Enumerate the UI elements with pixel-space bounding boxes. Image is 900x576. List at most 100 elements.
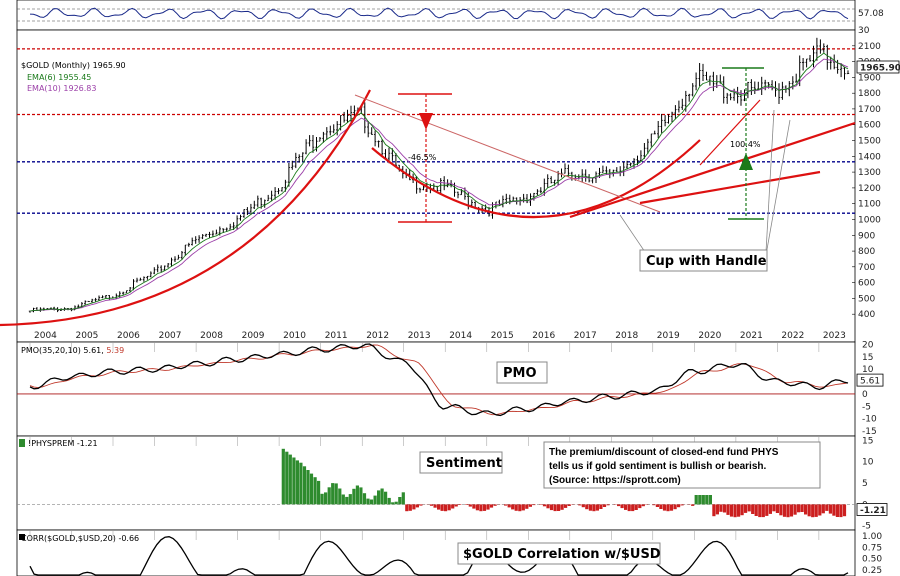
- sentiment-note-line2: tells us if gold sentiment is bullish or…: [549, 461, 766, 472]
- annotation-decline: -46.5%: [408, 153, 437, 162]
- price-y-tick: 1700: [858, 105, 881, 115]
- price-y-tick: 1300: [858, 168, 881, 178]
- sentiment-bar: [842, 504, 847, 517]
- pmo-y-tick: -15: [862, 427, 877, 437]
- ema6-legend: EMA(6) 1955.45: [27, 73, 91, 82]
- sentiment-bar: [384, 491, 388, 505]
- sentiment-bar: [377, 490, 381, 505]
- pmo-y-tick: -5: [862, 402, 871, 412]
- corr-title: CORR($GOLD,$USD,20) -0.66: [21, 534, 139, 543]
- sentiment-bar: [677, 504, 681, 508]
- sentiment-bar: [366, 498, 370, 505]
- sentiment-bar: [317, 480, 321, 505]
- price-y-tick: 1000: [858, 216, 881, 226]
- sentiment-bar: [493, 504, 497, 506]
- rsi-line: [29, 7, 849, 20]
- sentiment-bar: [507, 504, 511, 508]
- price-y-tick: 1100: [858, 200, 881, 210]
- sentiment-bar: [652, 504, 656, 506]
- sentiment-bar: [557, 504, 561, 511]
- sentiment-bar: [744, 504, 748, 513]
- sentiment-bar: [334, 483, 338, 505]
- ema10-legend: EMA(10) 1926.83: [27, 84, 96, 93]
- sentiment-bar: [327, 487, 331, 505]
- sentiment-bar: [811, 504, 815, 518]
- sentiment-bar: [440, 504, 444, 511]
- pmo-y-tick: 20: [862, 341, 874, 351]
- price-x-tick: 2014: [449, 331, 472, 341]
- rsi-panel: [16, 0, 856, 31]
- sentiment-bar: [631, 504, 635, 512]
- sentiment-bar: [627, 504, 631, 512]
- sentiment-bar: [814, 504, 818, 517]
- sentiment-bar: [482, 504, 487, 511]
- sentiment-bar: [638, 504, 642, 509]
- sentiment-bar: [779, 504, 783, 516]
- corr-y-tick: 0.50: [862, 555, 882, 565]
- ema10-line: [29, 58, 849, 312]
- sentiment-bar: [694, 495, 698, 505]
- sentiment-bar: [786, 504, 790, 518]
- sentiment-bar: [405, 504, 409, 512]
- sentiment-bar: [712, 504, 716, 517]
- sentiment-bar: [419, 504, 423, 506]
- price-y-tick: 1900: [858, 73, 881, 83]
- sentiment-bar: [539, 504, 543, 505]
- sentiment-bar: [807, 504, 811, 517]
- cup-with-handle-label: Cup with Handle: [646, 254, 767, 269]
- sentiment-bar: [302, 466, 307, 505]
- sentiment-bar: [380, 488, 384, 505]
- sentiment-bar: [835, 504, 839, 517]
- sentiment-bar: [634, 504, 638, 510]
- sentiment-bar: [775, 504, 779, 513]
- sentiment-bar: [281, 448, 285, 505]
- sentiment-bar: [415, 504, 419, 508]
- sentiment-bar: [546, 504, 550, 509]
- sentiment-bar: [581, 504, 585, 508]
- sentiment-bar: [821, 504, 825, 514]
- price-layer: 400 500 600 700 800 900 1000 1100 1200 1300 1400 15…: [0, 37, 900, 540]
- sentiment-bar: [429, 504, 434, 506]
- price-x-tick: 2005: [76, 331, 99, 341]
- sentiment-bar: [394, 501, 398, 505]
- sentiment-bar: [292, 457, 296, 505]
- corr-y-tick: 0.75: [862, 543, 882, 553]
- sentiment-bar: [489, 504, 494, 508]
- pmo-signal-line: [29, 344, 849, 416]
- sentiment-box: [419, 451, 503, 474]
- price-x-tick: 2007: [159, 331, 182, 341]
- sentiment-bar: [355, 485, 359, 505]
- sentiment-bar: [655, 504, 659, 507]
- price-y-tick: 1500: [858, 137, 881, 147]
- price-y-tick: 2100: [858, 42, 881, 52]
- sentiment-layer: -5051015-1.21: [17, 436, 888, 532]
- pmo-y-tick: 10: [862, 365, 874, 375]
- sentiment-note-box: [543, 441, 821, 489]
- sentiment-bar: [306, 470, 310, 505]
- pmo-box-label: PMO: [503, 366, 537, 381]
- sentiment-bar: [620, 504, 624, 509]
- price-y-tick: 700: [858, 263, 875, 273]
- price-x-tick: 2021: [740, 331, 763, 341]
- sentiment-bar: [564, 504, 568, 508]
- sentiment-bar: [708, 495, 712, 505]
- sentiment-bar: [673, 504, 677, 510]
- sentiment-bar: [437, 504, 441, 510]
- corr-line: [29, 536, 849, 576]
- sentiment-bar: [514, 504, 518, 511]
- sentiment-bar: [662, 504, 667, 511]
- sentiment-bar: [722, 504, 727, 513]
- sentiment-bar: [369, 499, 374, 505]
- corr-box: [457, 542, 661, 565]
- sentiment-bar: [793, 504, 797, 515]
- sentiment-bar: [758, 504, 762, 518]
- sentiment-note-line1: The premium/discount of closed-end fund …: [549, 447, 779, 458]
- price-x-tick: 2017: [574, 331, 597, 341]
- sentiment-bar: [705, 495, 709, 505]
- sentiment-y-tick: 10: [862, 458, 874, 468]
- sentiment-bar: [285, 451, 289, 505]
- sentiment-bar: [518, 504, 522, 512]
- sentiment-bar: [747, 504, 751, 512]
- sentiment-bar: [592, 504, 596, 512]
